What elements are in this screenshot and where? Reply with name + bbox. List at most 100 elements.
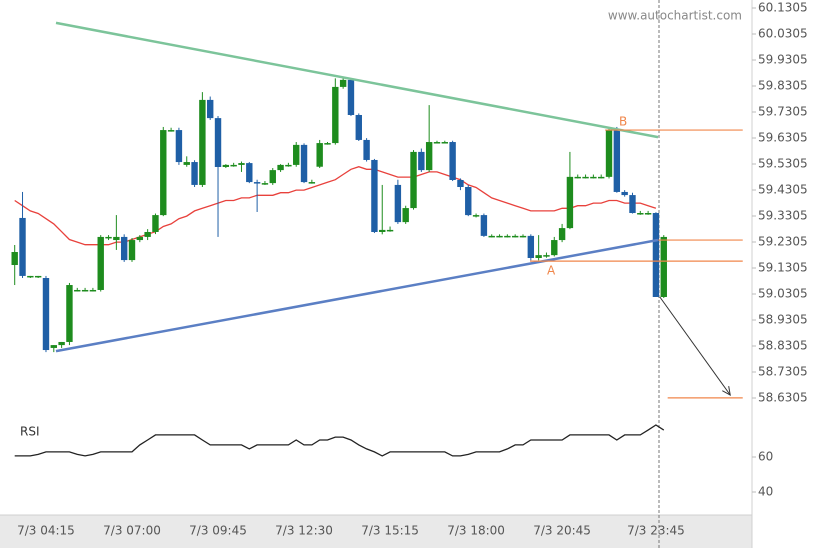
- candle-body: [386, 229, 394, 232]
- candle-body: [402, 208, 409, 223]
- candle-body: [120, 236, 128, 261]
- candle-body: [598, 176, 605, 179]
- forecast-arrow: [659, 296, 731, 396]
- x-tick-label: 7/3 20:45: [533, 524, 591, 538]
- candle-body: [590, 176, 597, 179]
- x-tick-label: 7/3 09:45: [189, 524, 247, 538]
- x-tick-label: 7/3 12:30: [275, 524, 333, 538]
- candle-body: [339, 79, 347, 87]
- candle-body: [488, 235, 495, 238]
- y-tick-label: 58.6305: [758, 391, 808, 405]
- y-tick-label: 59.4305: [758, 183, 808, 197]
- candle-body: [11, 252, 18, 266]
- y-tick-label: 59.2305: [758, 235, 808, 249]
- candle-body: [637, 213, 644, 215]
- candle-body: [66, 285, 73, 342]
- candle-body: [277, 164, 284, 171]
- candle-body: [316, 143, 323, 167]
- candle-body: [293, 144, 300, 165]
- candle-body: [355, 114, 362, 140]
- rsi-tick-label: 60: [758, 450, 773, 464]
- candle-body: [324, 143, 331, 145]
- candle-body: [379, 229, 386, 232]
- x-tick-label: 7/3 18:00: [447, 524, 505, 538]
- pattern-point-label: A: [547, 263, 556, 277]
- candle-body: [50, 345, 57, 348]
- candle-body: [285, 164, 292, 167]
- rsi-tick-label: 40: [758, 485, 773, 499]
- candle-body: [621, 191, 628, 196]
- candle-body: [347, 79, 355, 115]
- y-tick-label: 60.1305: [758, 1, 808, 15]
- candle-body: [652, 213, 660, 297]
- candle-body: [660, 236, 667, 297]
- candle-body: [199, 99, 206, 185]
- candle-body: [480, 215, 488, 236]
- candle-body: [519, 235, 527, 238]
- candle-body: [332, 86, 339, 144]
- x-tick-label: 7/3 15:15: [361, 524, 419, 538]
- candle-body: [128, 240, 136, 261]
- candle-body: [58, 341, 65, 346]
- candle-body: [214, 118, 222, 167]
- candle-body: [230, 164, 237, 167]
- candle-body: [74, 289, 81, 292]
- candle-body: [551, 240, 558, 256]
- candle-body: [113, 236, 120, 241]
- y-tick-label: 59.3305: [758, 209, 808, 223]
- candle-body: [465, 187, 472, 216]
- candle-body: [42, 278, 50, 351]
- candle-body: [433, 142, 441, 144]
- candle-body: [574, 176, 581, 179]
- candle-body: [558, 228, 566, 241]
- rsi-line: [14, 424, 665, 457]
- candle-body: [527, 235, 535, 258]
- trendline: [55, 238, 659, 353]
- candle-body: [371, 159, 378, 232]
- candle-body: [613, 130, 621, 192]
- y-tick-label: 59.9305: [758, 53, 808, 67]
- candle-body: [152, 215, 159, 232]
- candle-body: [535, 255, 542, 258]
- watermark: www.autochartist.com: [608, 9, 742, 23]
- candle-body: [191, 162, 198, 185]
- y-tick-label: 59.1305: [758, 261, 808, 275]
- y-tick-label: 59.7305: [758, 105, 808, 119]
- candle-body: [207, 99, 214, 119]
- y-tick-label: 59.8305: [758, 79, 808, 93]
- candle-body: [300, 144, 308, 183]
- x-tick-label: 7/3 23:45: [627, 524, 685, 538]
- candle-body: [253, 182, 261, 184]
- forecast-arrow-head: [722, 386, 731, 396]
- candle-body: [175, 130, 183, 163]
- candle-body: [425, 142, 433, 171]
- candle-body: [246, 163, 253, 183]
- trendline: [55, 21, 659, 139]
- candle-body: [394, 184, 402, 223]
- candle-body: [81, 289, 89, 292]
- x-axis-strip: [0, 515, 752, 548]
- candle-body: [97, 236, 104, 290]
- candle-body: [457, 179, 464, 188]
- candle-body: [89, 289, 97, 292]
- x-tick-label: 7/3 07:00: [103, 524, 161, 538]
- y-tick-label: 58.8305: [758, 339, 808, 353]
- x-tick-label: 7/3 04:15: [17, 524, 75, 538]
- candle-body: [644, 213, 652, 215]
- y-tick-label: 59.0305: [758, 287, 808, 301]
- candle-body: [418, 151, 425, 171]
- candle-body: [441, 142, 448, 144]
- candle-body: [605, 130, 613, 177]
- candle-body: [183, 162, 190, 165]
- y-tick-label: 60.0305: [758, 27, 808, 41]
- candle-body: [27, 275, 34, 278]
- candle-body: [504, 235, 511, 238]
- candle-body: [34, 275, 42, 278]
- candle-body: [222, 164, 230, 167]
- candle-body: [363, 139, 370, 160]
- candle-body: [543, 255, 550, 257]
- pattern-point-label: B: [619, 115, 627, 129]
- y-tick-label: 58.7305: [758, 365, 808, 379]
